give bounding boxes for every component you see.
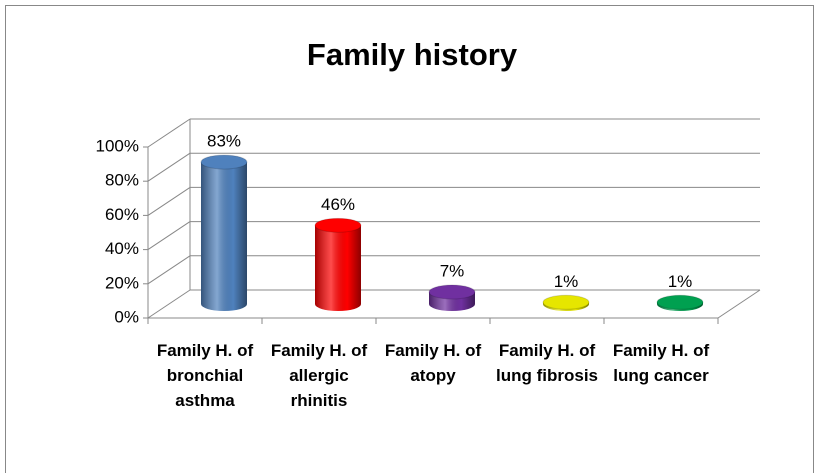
- data-label: 7%: [440, 262, 465, 281]
- bar-top: [200, 154, 248, 170]
- floor-edge: [717, 289, 761, 319]
- data-label: 1%: [668, 272, 693, 291]
- grid-line: [147, 255, 191, 285]
- grid-line: [147, 289, 191, 319]
- x-tick-label: Family H. of lung fibrosis: [496, 341, 598, 385]
- y-tick-label: 0%: [114, 307, 139, 326]
- x-tick-label: Family H. of allergic rhinitis: [270, 341, 368, 410]
- data-label: 46%: [321, 195, 355, 214]
- grid-line: [147, 152, 191, 182]
- y-tick-label: 80%: [105, 171, 139, 190]
- y-tick-label: 60%: [105, 205, 139, 224]
- bar-top: [656, 294, 704, 310]
- shading: [201, 162, 247, 311]
- chart-border: [5, 5, 814, 473]
- y-tick-label: 40%: [105, 239, 139, 258]
- x-tick-label: Family H. of lung cancer: [612, 341, 710, 385]
- y-tick-label: 20%: [105, 273, 139, 292]
- grid-line: [147, 221, 191, 251]
- chart-title: Family history: [307, 37, 518, 72]
- data-label: 1%: [554, 272, 579, 291]
- bar-top: [314, 217, 362, 233]
- grid-line: [147, 118, 191, 148]
- data-label: 83%: [207, 132, 241, 151]
- shading: [315, 225, 361, 311]
- bar-top: [542, 294, 590, 310]
- grid-line: [147, 186, 191, 216]
- x-tick-label: Family H. of atopy: [384, 341, 482, 385]
- x-tick-label: Family H. of bronchial asthma: [156, 341, 254, 410]
- y-tick-label: 100%: [96, 136, 139, 155]
- bar-top: [428, 284, 476, 300]
